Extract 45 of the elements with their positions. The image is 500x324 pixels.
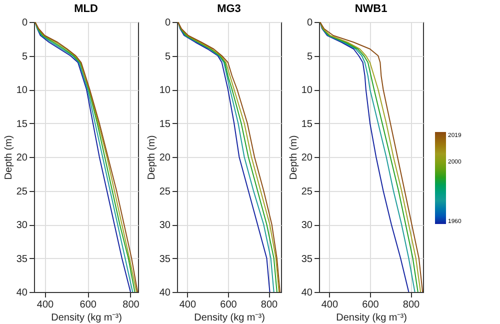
y-tick-label: 30: [16, 220, 28, 231]
y-tick-label: 15: [159, 118, 171, 130]
y-tick-label: 5: [306, 51, 313, 62]
y-tick-label: 25: [301, 186, 313, 198]
y-tick-label: 10: [159, 85, 171, 96]
x-tick-label: 800: [260, 300, 278, 310]
y-tick-label: 40: [159, 288, 171, 298]
y-tick-label: 0: [306, 18, 313, 28]
y-tick-label: 35: [301, 254, 313, 265]
y-tick-label: 20: [301, 152, 313, 164]
x-tick-label: 400: [36, 300, 54, 310]
y-tick-label: 10: [16, 85, 28, 96]
y-tick-label: 40: [16, 288, 28, 298]
chart-title: MG3: [217, 3, 241, 15]
x-axis-title: Density (kg m⁻³): [51, 312, 122, 324]
y-tick-label: 20: [16, 152, 28, 164]
y-tick-label: 35: [159, 254, 171, 265]
y-tick-label: 40: [301, 288, 313, 298]
y-tick-label: 15: [16, 118, 28, 130]
y-tick-label: 20: [159, 152, 171, 164]
x-axis-title: Density (kg m⁻³): [194, 312, 265, 324]
y-tick-label: 5: [22, 51, 28, 62]
x-tick-label: 800: [402, 300, 420, 310]
x-tick-label: 600: [220, 300, 238, 310]
x-tick-label: 400: [179, 300, 196, 310]
chart-title: NWB1: [354, 3, 388, 15]
x-tick-label: 400: [321, 300, 338, 310]
y-tick-label: 30: [159, 220, 171, 231]
y-tick-label: 25: [16, 186, 28, 198]
y-axis-title: Depth (m): [146, 135, 158, 180]
y-tick-label: 35: [16, 254, 28, 265]
chart-title: MLD: [74, 3, 98, 15]
x-tick-label: 800: [122, 300, 140, 310]
y-axis-title: Depth (m): [288, 135, 300, 180]
x-axis-title: Density (kg m⁻³): [336, 312, 407, 324]
y-tick-label: 30: [301, 220, 313, 231]
y-tick-label: 5: [164, 51, 171, 62]
x-tick-label: 600: [362, 300, 380, 310]
y-tick-label: 0: [164, 18, 171, 28]
y-tick-label: 10: [301, 85, 313, 96]
y-tick-label: 0: [22, 18, 28, 28]
x-tick-label: 600: [80, 300, 97, 310]
y-tick-label: 25: [159, 186, 171, 198]
y-axis-title: Depth (m): [3, 135, 14, 180]
y-tick-label: 15: [301, 118, 313, 130]
